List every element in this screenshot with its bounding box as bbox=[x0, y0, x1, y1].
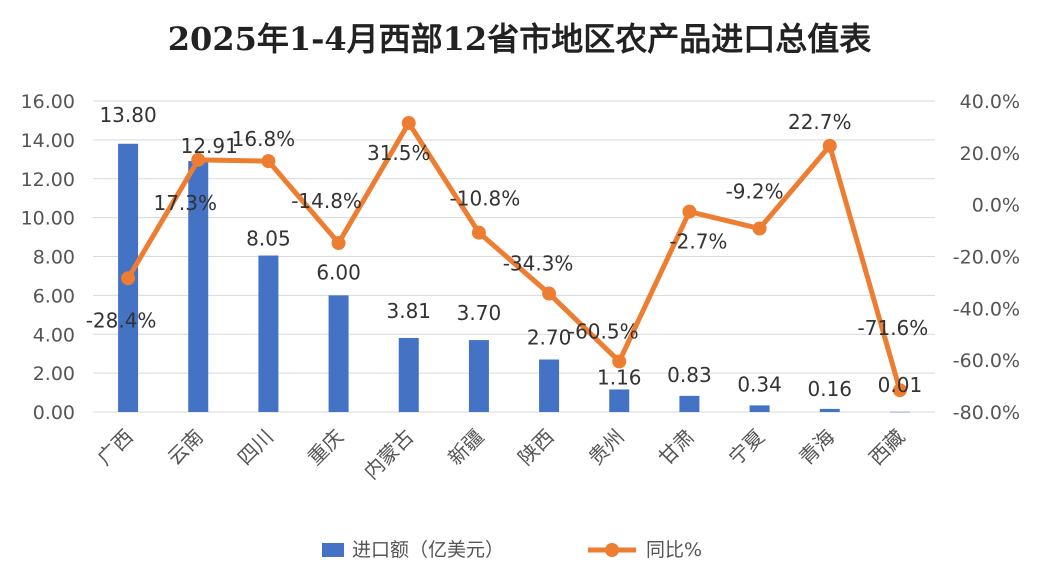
bar-series bbox=[118, 143, 910, 413]
line-value-label: 31.5% bbox=[367, 141, 431, 165]
category-label: 宁夏 bbox=[724, 425, 769, 470]
data-labels: 13.80 12.91 8.05 6.00 3.81 3.70 2.70 1.16 0.83 0.… bbox=[86, 103, 929, 401]
left-tick-label: 8.00 bbox=[33, 247, 75, 269]
category-label: 贵州 bbox=[584, 425, 629, 470]
line-value-label: -10.8% bbox=[450, 187, 521, 211]
category-label: 青海 bbox=[794, 425, 839, 470]
line-marker bbox=[822, 138, 837, 153]
right-axis: -80.0% -60.0% -40.0% -20.0% 0.0% 20.0% 40.0% bbox=[953, 91, 1020, 424]
left-tick-label: 0.00 bbox=[33, 402, 75, 424]
left-tick-label: 16.00 bbox=[21, 91, 75, 113]
bar bbox=[398, 337, 419, 412]
left-tick-label: 6.00 bbox=[33, 285, 75, 307]
legend-bar-label: 进口额（亿美元） bbox=[352, 539, 504, 561]
category-label: 西藏 bbox=[864, 425, 909, 470]
line-marker bbox=[191, 152, 206, 167]
bar-value-label: 0.16 bbox=[807, 377, 852, 401]
category-label: 云南 bbox=[163, 425, 208, 470]
line-marker bbox=[752, 221, 767, 236]
right-tick-label: -20.0% bbox=[953, 247, 1020, 269]
bar-value-label: 6.00 bbox=[316, 260, 361, 284]
line-value-label: 16.8% bbox=[232, 127, 296, 151]
line-value-label: -71.6% bbox=[858, 316, 929, 340]
line-marker bbox=[682, 204, 697, 219]
bar-value-label: 0.83 bbox=[667, 363, 712, 387]
bar-value-label: 0.34 bbox=[737, 372, 782, 396]
x-axis: 广西 云南 四川 重庆 内蒙古 新疆 陕西 贵州 甘肃 宁夏 青海 西藏 bbox=[92, 425, 909, 484]
line-value-label: -14.8% bbox=[291, 189, 362, 213]
line-value-label: 22.7% bbox=[788, 110, 852, 134]
line-marker bbox=[471, 225, 486, 240]
line-value-label: -28.4% bbox=[86, 308, 157, 332]
left-tick-label: 12.00 bbox=[21, 169, 75, 191]
line-value-label: -34.3% bbox=[503, 252, 574, 276]
chart-title: 2025年1-4月西部12省市地区农产品进口总值表 bbox=[167, 20, 872, 58]
bar-value-label: 2.70 bbox=[527, 326, 572, 350]
bar bbox=[679, 395, 700, 412]
line-marker bbox=[542, 286, 557, 301]
category-label: 四川 bbox=[233, 425, 278, 470]
line-value-label: -2.7% bbox=[669, 230, 727, 254]
line-marker bbox=[121, 271, 136, 286]
right-tick-label: 0.0% bbox=[972, 195, 1020, 217]
left-tick-label: 2.00 bbox=[33, 363, 75, 385]
left-tick-label: 4.00 bbox=[33, 324, 75, 346]
category-label: 甘肃 bbox=[654, 425, 699, 470]
line-series bbox=[121, 116, 907, 398]
bar-value-label: 3.70 bbox=[457, 301, 502, 325]
right-tick-label: -60.0% bbox=[953, 350, 1020, 372]
line-value-label: 17.3% bbox=[153, 191, 217, 215]
bar-value-label: 12.91 bbox=[181, 134, 238, 158]
bar-value-label: 0.01 bbox=[878, 373, 923, 397]
right-tick-label: -40.0% bbox=[953, 298, 1020, 320]
bar bbox=[609, 389, 630, 412]
left-axis: 0.00 2.00 4.00 6.00 8.00 10.00 12.00 14.00 16.00 bbox=[21, 91, 75, 424]
bar bbox=[819, 408, 840, 412]
legend-line-label: 同比% bbox=[646, 539, 702, 561]
bar bbox=[468, 340, 489, 412]
bar bbox=[539, 359, 560, 412]
category-label: 新疆 bbox=[443, 425, 488, 470]
line-marker bbox=[612, 354, 627, 369]
right-tick-label: 40.0% bbox=[960, 91, 1020, 113]
bar-value-label: 1.16 bbox=[597, 365, 642, 389]
bar bbox=[889, 411, 910, 413]
left-tick-label: 14.00 bbox=[21, 130, 75, 152]
line-marker bbox=[261, 154, 276, 169]
line-value-label: -60.5% bbox=[568, 319, 639, 343]
category-label: 重庆 bbox=[303, 425, 348, 470]
bar-value-label: 8.05 bbox=[246, 227, 291, 251]
line-value-label: -9.2% bbox=[726, 180, 784, 204]
line-marker bbox=[331, 236, 346, 251]
line-marker bbox=[892, 383, 907, 398]
gridlines bbox=[93, 100, 935, 413]
line-path bbox=[125, 120, 903, 391]
left-tick-label: 10.00 bbox=[21, 208, 75, 230]
category-label: 陕西 bbox=[513, 425, 558, 470]
legend: 进口额（亿美元） 同比% bbox=[322, 539, 702, 561]
bar-value-label: 3.81 bbox=[386, 299, 431, 323]
right-tick-label: -80.0% bbox=[953, 402, 1020, 424]
legend-bar-swatch bbox=[322, 543, 344, 557]
category-label: 内蒙古 bbox=[359, 425, 418, 484]
category-label: 广西 bbox=[92, 425, 137, 470]
right-tick-label: 20.0% bbox=[960, 143, 1020, 165]
bar bbox=[188, 161, 209, 412]
bar-value-label: 13.80 bbox=[99, 103, 156, 127]
bar bbox=[258, 255, 279, 412]
line-marker bbox=[401, 116, 416, 131]
legend-line-marker bbox=[605, 543, 619, 557]
bar bbox=[749, 405, 770, 412]
bar bbox=[328, 295, 349, 412]
